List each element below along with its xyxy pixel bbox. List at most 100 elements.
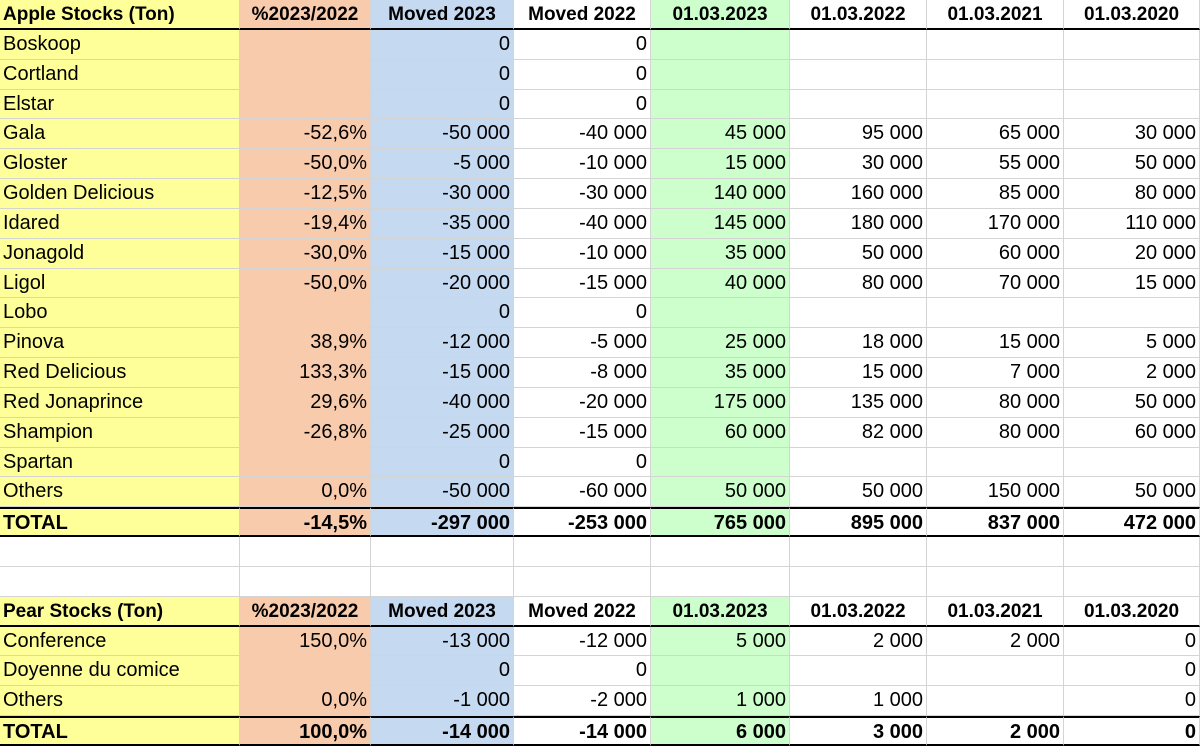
empty-cell	[927, 566, 1064, 597]
cell: -2 000	[514, 686, 651, 717]
cell: Ligol	[0, 268, 240, 299]
empty-cell	[651, 537, 790, 567]
cell: 0	[1064, 626, 1200, 657]
cell	[651, 89, 790, 120]
empty-cell	[1064, 537, 1200, 567]
column-header: Pear Stocks (Ton)	[0, 596, 240, 627]
cell: -52,6%	[240, 119, 371, 150]
cell: 1 000	[651, 686, 790, 717]
cell	[240, 298, 371, 329]
cell	[651, 298, 790, 329]
cell: -50 000	[371, 477, 514, 508]
column-header: Moved 2022	[514, 596, 651, 627]
cell: 38,9%	[240, 328, 371, 359]
cell	[651, 447, 790, 478]
cell: -50 000	[371, 119, 514, 150]
empty-cell	[790, 537, 927, 567]
empty-cell	[651, 566, 790, 597]
column-header: Apple Stocks (Ton)	[0, 0, 240, 30]
total-cell: 2 000	[927, 716, 1064, 746]
cell: 80 000	[927, 417, 1064, 448]
cell	[790, 59, 927, 90]
cell: -15 000	[371, 238, 514, 269]
cell: 0	[371, 298, 514, 329]
total-cell: -14 000	[514, 716, 651, 746]
total-cell: 472 000	[1064, 507, 1200, 538]
empty-cell	[0, 537, 240, 567]
cell: 15 000	[927, 328, 1064, 359]
column-header: 01.03.2020	[1064, 0, 1200, 30]
cell: Doyenne du comice	[0, 656, 240, 687]
cell: 95 000	[790, 119, 927, 150]
cell: -12 000	[371, 328, 514, 359]
total-cell: -14,5%	[240, 507, 371, 538]
total-cell: 837 000	[927, 507, 1064, 538]
cell	[790, 298, 927, 329]
cell: -20 000	[514, 387, 651, 418]
empty-cell	[790, 566, 927, 597]
cell: -50,0%	[240, 149, 371, 180]
cell	[1064, 447, 1200, 478]
column-header: 01.03.2022	[790, 0, 927, 30]
total-cell: 3 000	[790, 716, 927, 746]
cell: -10 000	[514, 238, 651, 269]
cell	[240, 59, 371, 90]
cell: 0	[514, 447, 651, 478]
cell: 15 000	[790, 358, 927, 388]
cell: -19,4%	[240, 208, 371, 239]
cell	[1064, 59, 1200, 90]
cell	[790, 656, 927, 687]
cell	[1064, 89, 1200, 120]
cell: 175 000	[651, 387, 790, 418]
cell: 2 000	[927, 626, 1064, 657]
cell: 0,0%	[240, 686, 371, 717]
cell: Elstar	[0, 89, 240, 120]
column-header: 01.03.2021	[927, 0, 1064, 30]
cell: Cortland	[0, 59, 240, 90]
cell: -15 000	[371, 358, 514, 388]
cell: 0	[514, 59, 651, 90]
cell: -15 000	[514, 417, 651, 448]
cell: -5 000	[371, 149, 514, 180]
cell	[1064, 298, 1200, 329]
column-header: %2023/2022	[240, 0, 371, 30]
cell	[651, 656, 790, 687]
cell: 5 000	[1064, 328, 1200, 359]
cell: Red Delicious	[0, 358, 240, 388]
cell: -30,0%	[240, 238, 371, 269]
cell: -50,0%	[240, 268, 371, 299]
cell: 150,0%	[240, 626, 371, 657]
cell	[927, 298, 1064, 329]
empty-cell	[371, 537, 514, 567]
column-header: 01.03.2020	[1064, 596, 1200, 627]
cell	[240, 656, 371, 687]
cell	[927, 59, 1064, 90]
cell: -26,8%	[240, 417, 371, 448]
empty-cell	[514, 537, 651, 567]
cell: Others	[0, 686, 240, 717]
cell: -12,5%	[240, 179, 371, 209]
cell: 1 000	[790, 686, 927, 717]
cell: Others	[0, 477, 240, 508]
empty-cell	[1064, 566, 1200, 597]
cell: -60 000	[514, 477, 651, 508]
total-cell: 100,0%	[240, 716, 371, 746]
cell: -40 000	[371, 387, 514, 418]
cell: 140 000	[651, 179, 790, 209]
cell: 15 000	[1064, 268, 1200, 299]
cell: 0	[1064, 656, 1200, 687]
cell: 82 000	[790, 417, 927, 448]
cell: -1 000	[371, 686, 514, 717]
cell: -20 000	[371, 268, 514, 299]
column-header: %2023/2022	[240, 596, 371, 627]
cell: 0	[1064, 686, 1200, 717]
total-cell: TOTAL	[0, 716, 240, 746]
cell: Lobo	[0, 298, 240, 329]
cell	[790, 29, 927, 60]
cell: -30 000	[371, 179, 514, 209]
cell: 135 000	[790, 387, 927, 418]
cell: 60 000	[651, 417, 790, 448]
cell	[240, 89, 371, 120]
cell: 145 000	[651, 208, 790, 239]
